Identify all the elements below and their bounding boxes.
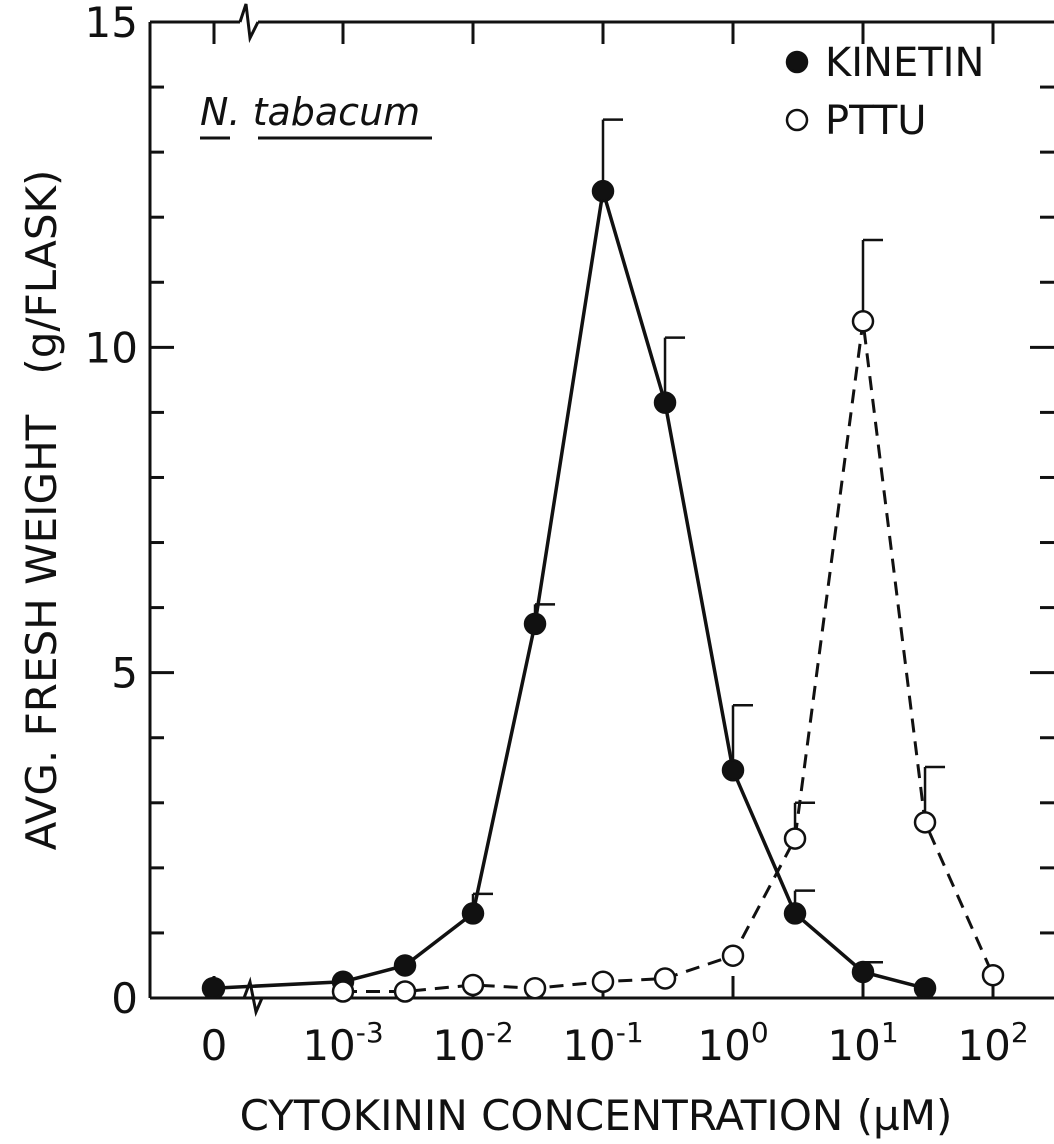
x-tick-label: 10-2 bbox=[432, 1016, 513, 1070]
x-tick-label: 101 bbox=[827, 1016, 898, 1070]
x-tick-label: 100 bbox=[697, 1016, 768, 1070]
legend-label-pttu: PTTU bbox=[825, 98, 927, 144]
data-point bbox=[653, 967, 677, 990]
series-kinetin bbox=[201, 118, 937, 1000]
series-layer bbox=[201, 118, 1005, 1003]
data-point bbox=[461, 973, 485, 997]
data-point bbox=[783, 827, 807, 850]
legend: KINETIN PTTU bbox=[785, 40, 984, 144]
legend-marker-kinetin bbox=[785, 50, 809, 74]
y-axis-label: AVG. FRESH WEIGHT (g/FLASK) bbox=[17, 170, 66, 851]
data-point bbox=[331, 980, 355, 1003]
y-tick-label: 0 bbox=[111, 974, 138, 1023]
data-point bbox=[461, 902, 485, 925]
x-tick-label: 10-1 bbox=[562, 1016, 643, 1070]
data-point bbox=[591, 179, 615, 203]
data-point bbox=[591, 970, 615, 993]
data-point bbox=[913, 811, 937, 834]
x-tick-label: 0 bbox=[201, 1021, 228, 1070]
x-axis-break-mark bbox=[242, 976, 264, 1018]
series-pttu bbox=[331, 238, 1005, 1003]
data-point bbox=[721, 944, 745, 967]
y-axis-ticks: 0 5 10 15 bbox=[85, 0, 1054, 1023]
annotation: N. tabacum bbox=[200, 90, 432, 140]
data-point bbox=[523, 612, 547, 636]
data-point bbox=[393, 954, 417, 977]
data-point bbox=[913, 976, 937, 1000]
legend-marker-pttu bbox=[785, 108, 809, 132]
data-point bbox=[653, 391, 677, 414]
annotation-species-name: N. tabacum bbox=[200, 90, 420, 134]
data-point bbox=[851, 960, 875, 984]
x-tick-label: 102 bbox=[957, 1016, 1028, 1070]
data-point bbox=[851, 310, 875, 333]
data-point bbox=[393, 980, 417, 1003]
series-line bbox=[212, 190, 926, 990]
data-point bbox=[201, 976, 225, 1000]
data-point bbox=[783, 902, 807, 925]
x-axis-label: CYTOKININ CONCENTRATION (µM) bbox=[240, 1091, 953, 1140]
y-tick-label: 10 bbox=[85, 323, 138, 372]
axes bbox=[148, 3, 1054, 1018]
data-point bbox=[721, 759, 745, 782]
y-tick-label: 15 bbox=[85, 0, 138, 47]
x-axis-ticks: 0 10-3 10-2 10-1 100 101 102 bbox=[201, 22, 1029, 1070]
data-point bbox=[523, 976, 547, 1000]
legend-label-kinetin: KINETIN bbox=[825, 40, 984, 86]
data-point bbox=[981, 963, 1005, 987]
y-tick-label: 5 bbox=[111, 649, 138, 698]
x-tick-label: 10-3 bbox=[302, 1016, 383, 1070]
top-axis-break-mark bbox=[238, 3, 260, 44]
